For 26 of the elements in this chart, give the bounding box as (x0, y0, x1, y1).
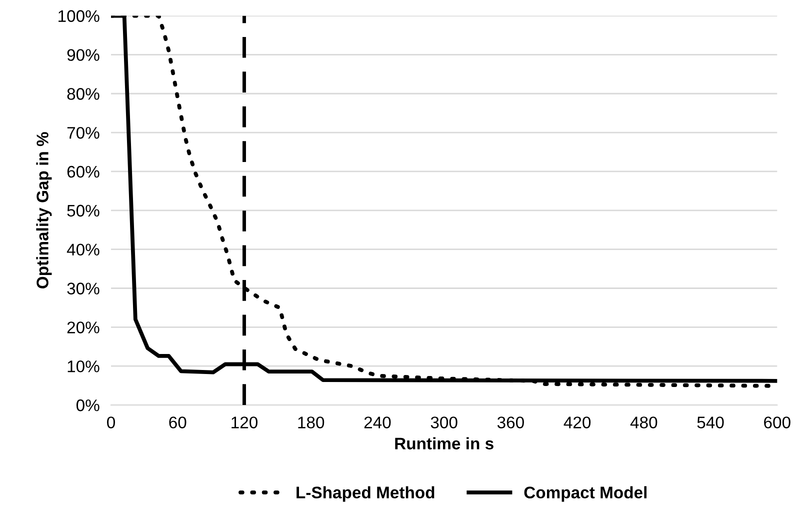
x-tick-label: 360 (497, 416, 524, 428)
y-tick-label: 10% (68, 360, 100, 372)
y-axis-title: Optimality Gap in % (36, 132, 52, 288)
x-tick-label: 240 (364, 416, 391, 428)
y-tick-label: 90% (67, 49, 100, 61)
x-tick-label: 480 (630, 416, 658, 428)
y-tick-label: 70% (67, 126, 100, 139)
x-tick-label: 420 (564, 416, 591, 428)
x-axis-title: Runtime in s (395, 437, 494, 450)
y-tick-label: 100% (58, 10, 100, 22)
x-tick-label: 60 (169, 416, 186, 428)
y-tick-label: 30% (67, 282, 100, 294)
y-tick-label: 20% (67, 322, 100, 334)
x-tick-label: 540 (697, 416, 724, 428)
x-tick-label: 300 (430, 416, 458, 428)
x-tick-label: 0 (107, 416, 116, 428)
y-tick-label: 80% (67, 88, 100, 100)
x-tick-label: 120 (232, 416, 258, 428)
x-tick-label: 600 (764, 416, 790, 428)
y-tick-label: 60% (67, 166, 100, 178)
y-tick-label: 0% (76, 399, 100, 412)
y-tick-label: 50% (67, 204, 100, 217)
y-tick-label: 40% (66, 244, 100, 256)
legend-label: L-Shaped Method (296, 486, 434, 502)
x-tick-label: 180 (298, 416, 324, 428)
legend-label: Compact Model (524, 486, 647, 502)
